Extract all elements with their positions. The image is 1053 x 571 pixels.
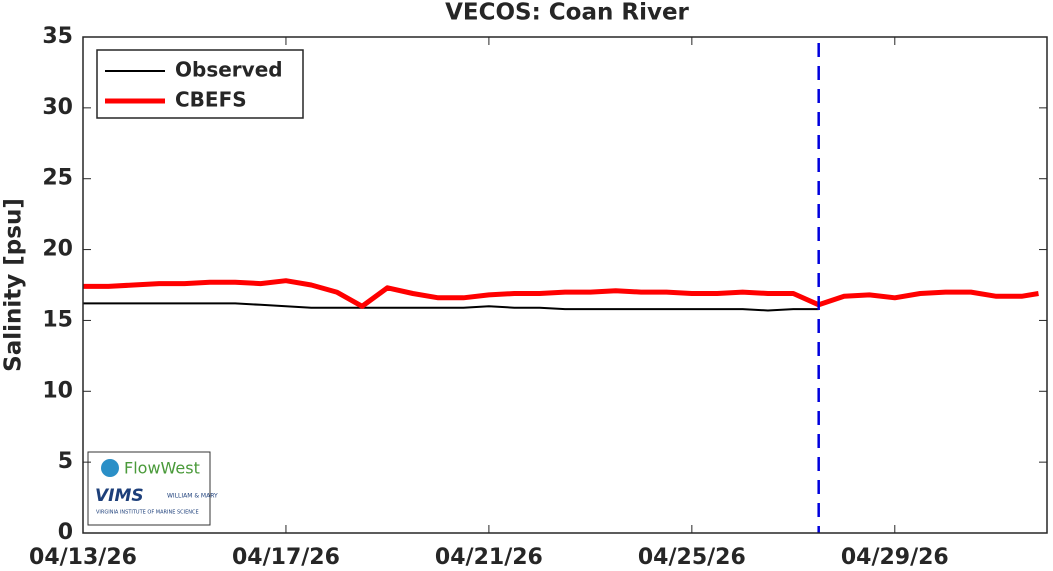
x-tick-label: 04/13/26 [29,545,137,570]
logo-icon [101,459,119,477]
series-line [83,302,819,312]
y-tick-label: 15 [42,307,73,332]
x-tick-label: 04/25/26 [638,545,746,570]
x-tick-label: 04/17/26 [232,545,340,570]
y-tick-label: 20 [42,237,73,262]
y-tick-label: 10 [42,378,73,403]
y-axis-label: Salinity [psu] [1,198,27,372]
legend-box [96,49,304,119]
logo: FlowWest VIMS WILLIAM & MARY VIRGINIA IN… [87,451,218,526]
y-tick-label: 5 [58,449,73,474]
y-tick-label: 25 [42,166,73,191]
logo-vims: VIMS [95,486,144,506]
x-tick-label: 04/29/26 [841,545,949,570]
y-tick-label: 30 [42,95,73,120]
legend-label: Observed [175,58,283,82]
series-line [83,278,1039,309]
legend-label: CBEFS [175,88,247,112]
chart-title: VECOS: Coan River [445,0,689,26]
x-tick-label: 04/21/26 [435,545,543,570]
logo-wm: WILLIAM & MARY [167,493,218,500]
y-tick-label: 35 [42,24,73,49]
logo-caption: VIRGINIA INSTITUTE OF MARINE SCIENCE [96,510,199,516]
plot-frame [82,36,1048,534]
y-tick-label: 0 [58,520,73,545]
logo-flowwest: FlowWest [124,459,200,478]
